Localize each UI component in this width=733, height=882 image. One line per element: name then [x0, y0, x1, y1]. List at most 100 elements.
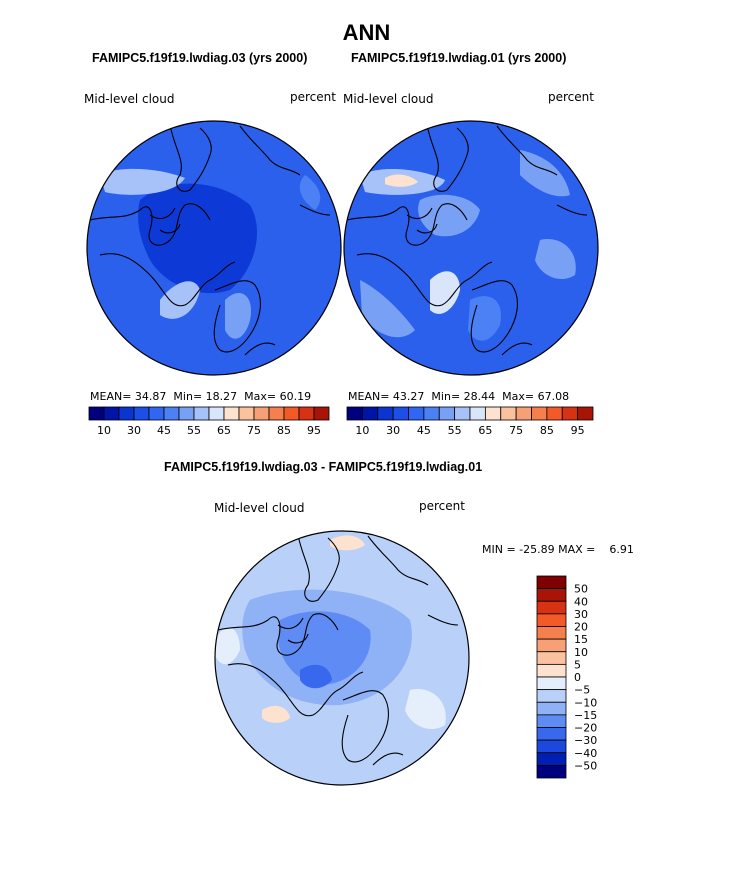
diff-colorbar-tick: 10 — [574, 646, 588, 659]
diff-near-zero-region — [405, 689, 446, 730]
right-colorbar-box — [438, 406, 456, 421]
diff-colorbar-box — [536, 727, 567, 741]
diff-colorbar-tick: −40 — [574, 747, 597, 760]
diff-minmax: MIN = -25.89 MAX = 6.91 — [482, 543, 634, 556]
diff-colorbar-box — [536, 752, 567, 766]
left-high-cloud-region — [100, 168, 185, 195]
diff-case-title: FAMIPC5.f19f19.lwdiag.03 - FAMIPC5.f19f1… — [164, 460, 483, 474]
right-max-label: Max= — [502, 390, 535, 403]
left-coastlines — [89, 124, 331, 356]
right-colorbar-box — [408, 406, 425, 421]
right-colorbar-box — [531, 406, 548, 421]
diff-variable-label: Mid-level cloud — [214, 501, 305, 515]
diff-colorbar-box — [536, 663, 567, 678]
diff-map-border — [214, 530, 470, 786]
left-colorbar-box — [238, 406, 255, 421]
left-colorbar: 10 30 45 55 65 75 85 95 — [88, 406, 330, 437]
right-map-border — [343, 120, 599, 376]
diff-colorbar-box — [536, 651, 567, 665]
right-mean-value: 43.27 — [392, 390, 425, 403]
diff-colorbar-box — [536, 739, 567, 754]
left-colorbar-box — [88, 406, 105, 421]
left-colorbar-box — [313, 406, 330, 421]
left-max-label: Max= — [244, 390, 277, 403]
diff-colorbar-box — [536, 600, 567, 615]
left-colorbar-box — [208, 406, 225, 421]
right-coastlines — [346, 124, 588, 356]
left-colorbar-tick: 85 — [277, 424, 291, 437]
right-colorbar-tick: 85 — [540, 424, 554, 437]
right-colorbar: 10 30 45 55 65 75 85 95 — [346, 406, 594, 437]
diff-colorbar-tick: −15 — [574, 709, 597, 722]
left-colorbar-box — [283, 406, 300, 421]
right-colorbar-tick: 75 — [509, 424, 523, 437]
left-mid-cloud-region — [225, 292, 251, 339]
diff-colorbar-tick: 30 — [574, 608, 588, 621]
right-min-value: 28.44 — [463, 390, 496, 403]
right-very-high-cloud-region — [385, 174, 418, 187]
left-colorbar-box — [103, 406, 120, 421]
right-max-value: 67.08 — [537, 390, 570, 403]
right-colorbar-box — [577, 406, 594, 421]
left-colorbar-box — [133, 406, 150, 421]
right-mid-cloud-region — [360, 280, 415, 338]
right-colorbar-box — [346, 406, 363, 421]
diff-strongest-negative-region — [300, 664, 332, 689]
diff-colorbar-tick: −10 — [574, 696, 597, 709]
right-high-cloud-region — [430, 271, 460, 314]
diff-colorbar-tick: 50 — [574, 583, 588, 596]
left-colorbar-box — [253, 406, 270, 421]
right-colorbar-box — [454, 406, 471, 421]
left-colorbar-box — [148, 406, 165, 421]
diff-colorbar-tick: 20 — [574, 621, 588, 634]
left-polar-map — [86, 120, 342, 376]
diff-polar-map — [214, 530, 470, 786]
right-colorbar-box — [469, 406, 486, 421]
right-colorbar-tick: 55 — [448, 424, 462, 437]
right-mean-label: MEAN= — [348, 390, 390, 403]
right-case-title: FAMIPC5.f19f19.lwdiag.01 (yrs 2000) — [351, 51, 567, 65]
left-colorbar-tick: 65 — [217, 424, 231, 437]
left-colorbar-box — [193, 406, 210, 421]
diff-colorbar-tick: 0 — [574, 671, 581, 684]
diff-near-zero-region — [215, 627, 240, 665]
left-colorbar-tick: 55 — [187, 424, 201, 437]
left-high-cloud-region — [160, 281, 200, 319]
left-max-value: 60.19 — [279, 390, 312, 403]
right-stats: MEAN= 43.27 Min= 28.44 Max= 67.08 — [348, 390, 569, 403]
right-colorbar-tick: 45 — [417, 424, 431, 437]
right-colorbar-box — [561, 406, 579, 421]
right-mid-cloud-region — [535, 239, 576, 280]
left-colorbar-box — [163, 406, 180, 421]
page-title: ANN — [342, 20, 391, 45]
right-colorbar-box — [361, 406, 379, 421]
diff-colorbar-tick: 15 — [574, 633, 588, 646]
right-colorbar-box — [500, 406, 517, 421]
diff-coastlines — [217, 534, 459, 766]
left-mean-label: MEAN= — [90, 390, 132, 403]
left-min-label: Min= — [173, 390, 203, 403]
right-mid-cloud-region — [520, 150, 570, 197]
diff-colorbar-tick: −30 — [574, 734, 597, 747]
left-stats: MEAN= 34.87 Min= 18.27 Max= 60.19 — [90, 390, 311, 403]
right-colorbar-box — [392, 406, 409, 421]
right-min-label: Min= — [431, 390, 461, 403]
diff-colorbar-box — [536, 676, 567, 691]
right-colorbar-box — [377, 406, 394, 421]
left-case-title: FAMIPC5.f19f19.lwdiag.03 (yrs 2000) — [92, 51, 308, 65]
right-colorbar-box — [484, 406, 502, 421]
left-mean-value: 34.87 — [134, 390, 167, 403]
left-map-border — [86, 120, 342, 376]
right-units-label: percent — [548, 90, 594, 104]
diff-colorbar-tick: −5 — [574, 684, 590, 697]
diff-units-label: percent — [419, 499, 465, 513]
left-colorbar-tick: 30 — [127, 424, 141, 437]
left-colorbar-box — [118, 406, 135, 421]
left-colorbar-box — [223, 406, 240, 421]
right-colorbar-box — [546, 406, 563, 421]
right-colorbar-box — [515, 406, 532, 421]
left-colorbar-tick: 45 — [157, 424, 171, 437]
diff-colorbar-box — [536, 638, 567, 653]
